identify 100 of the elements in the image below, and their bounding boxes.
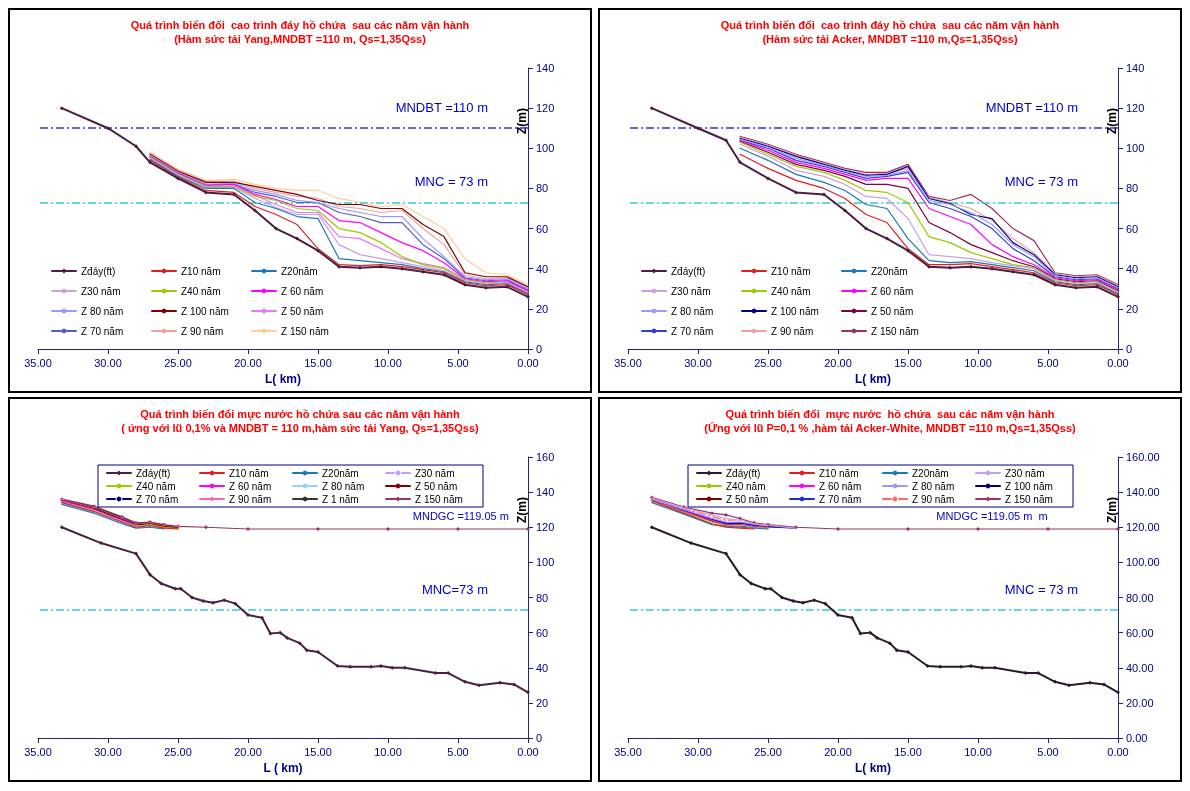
legend-label: Z20năm: [912, 467, 949, 479]
legend-label: Z 80 năm: [81, 305, 124, 317]
legend-label: Z 80 năm: [912, 480, 955, 492]
y-axis-title: Z(m): [515, 497, 529, 523]
legend-label: Z 60 năm: [871, 285, 914, 297]
x-tick-label: 20.00: [234, 745, 262, 758]
x-tick-label: 30.00: [684, 745, 712, 758]
y-tick-label: 120.00: [1126, 521, 1160, 534]
x-tick-label: 0.00: [1107, 745, 1129, 758]
y-tick-label: 120: [1126, 102, 1145, 115]
ref-line-label: MNDBT =110 m: [395, 100, 488, 116]
chart-title: Quá trình biến đổi mực nước hồ chứa sau các năm vận hành: [140, 407, 461, 421]
y-tick-label: 20.00: [1126, 696, 1154, 709]
ref-line-label: MNDBT =110 m: [985, 100, 1078, 116]
chart-title: Quá trình biến đổi mực nước hồ chứa sau các năm vận hành: [725, 407, 1055, 421]
legend-label: Z 90 năm: [912, 493, 955, 505]
y-tick-label: 80: [536, 182, 549, 195]
y-tick-label: 40: [536, 262, 549, 275]
x-tick-label: 0.00: [1107, 356, 1129, 369]
x-tick-label: 15.00: [304, 356, 332, 369]
annotation: MNDGC =119.05 m m: [936, 510, 1048, 523]
legend-label: Z 1 năm: [322, 493, 359, 505]
y-tick-label: 100: [536, 556, 555, 569]
legend-label: Z40 năm: [726, 480, 766, 492]
y-tick-label: 140: [1126, 62, 1145, 74]
legend-label: Z 50 năm: [726, 493, 769, 505]
legend-label: Z30 năm: [81, 285, 121, 297]
legend-label: Z20năm: [871, 265, 908, 277]
x-tick-label: 35.00: [24, 356, 52, 369]
legend-label: Z 150 năm: [281, 325, 329, 337]
x-tick-label: 30.00: [684, 356, 712, 369]
legend-label: Z30 năm: [1005, 467, 1045, 479]
x-tick-label: 20.00: [824, 745, 852, 758]
legend-label: Z 80 năm: [322, 480, 365, 492]
legend-label: Z 60 năm: [281, 285, 324, 297]
x-tick-label: 20.00: [234, 356, 262, 369]
y-tick-label: 140: [536, 486, 555, 499]
y-tick-label: 20: [536, 302, 549, 315]
y-tick-label: 0: [536, 343, 543, 355]
ref-line-label: MNC = 73 m: [1004, 581, 1078, 597]
legend-label: Z 150 năm: [1005, 493, 1053, 505]
y-tick-label: 100: [1126, 142, 1145, 155]
legend-label: Z10 năm: [181, 265, 221, 277]
chart-title: Quá trình biến đổi cao trình đáy hồ chứa sau các năm vận hành: [130, 18, 470, 32]
y-tick-label: 160.00: [1126, 451, 1160, 463]
legend-label: Z 100 năm: [1005, 480, 1053, 492]
x-tick-label: 35.00: [614, 745, 642, 758]
y-tick-label: 20: [1126, 302, 1139, 315]
y-tick-label: 60: [1126, 222, 1139, 235]
ref-line-label: MNC = 73 m: [414, 174, 488, 190]
legend-label: Z 60 năm: [819, 480, 862, 492]
legend-label: Z20năm: [322, 467, 359, 479]
x-tick-label: 25.00: [164, 745, 192, 758]
legend-label: Z 50 năm: [415, 480, 458, 492]
x-axis-title: L( km): [855, 760, 891, 775]
x-tick-label: 30.00: [94, 745, 122, 758]
x-tick-label: 10.00: [964, 745, 992, 758]
ref-line-label: MNC = 73 m: [1004, 174, 1078, 190]
x-axis-title: L( km): [265, 371, 301, 386]
legend-label: Z 90 năm: [771, 325, 814, 337]
chart-subtitle: (Hàm sức tải Yang,MNDBT =110 m, Qs=1,35Qss): [174, 32, 427, 45]
x-tick-label: 35.00: [614, 356, 642, 369]
legend-label: Zđáy(ft): [726, 467, 761, 479]
legend-label: Z20năm: [281, 265, 318, 277]
x-tick-label: 25.00: [164, 356, 192, 369]
y-axis-title: Z(m): [1105, 497, 1119, 523]
y-axis-title: Z(m): [1105, 108, 1119, 134]
x-tick-label: 10.00: [374, 745, 402, 758]
x-tick-label: 25.00: [754, 745, 782, 758]
legend-label: Z 90 năm: [229, 493, 272, 505]
chart-title: Quá trình biến đổi cao trình đáy hồ chứa sau các năm vận hành: [720, 18, 1060, 32]
legend-label: Z 70 năm: [81, 325, 124, 337]
legend-label: Z10 năm: [771, 265, 811, 277]
y-tick-label: 120: [536, 102, 555, 115]
legend-label: Z 70 năm: [819, 493, 862, 505]
chart-subtitle: (Ứng với lũ P=0,1 % ,hàm tải Acker-White, MNDBT =110 m,Qs=1,35Qss): [704, 421, 1077, 434]
y-tick-label: 160: [536, 451, 555, 463]
y-tick-label: 20: [536, 696, 549, 709]
x-tick-label: 10.00: [374, 356, 402, 369]
x-tick-label: 35.00: [24, 745, 52, 758]
x-axis-title: L ( km): [263, 760, 303, 775]
annotation: MNDGC =119.05 m: [412, 510, 509, 523]
legend-label: Zđáy(ft): [81, 265, 116, 277]
y-tick-label: 80.00: [1126, 591, 1154, 604]
y-tick-label: 0.00: [1126, 732, 1148, 744]
y-tick-label: 100.00: [1126, 556, 1160, 569]
legend-label: Z 90 năm: [181, 325, 224, 337]
chart-subtitle: ( ứng với lũ 0,1% và MNDBT = 110 m,hàm sức tải Yang, Qs=1,35Qss): [121, 421, 480, 434]
y-tick-label: 80: [1126, 182, 1139, 195]
x-tick-label: 5.00: [447, 745, 469, 758]
x-tick-label: 25.00: [754, 356, 782, 369]
legend-label: Z30 năm: [671, 285, 711, 297]
x-axis-title: L( km): [855, 371, 891, 386]
x-tick-label: 20.00: [824, 356, 852, 369]
y-tick-label: 140: [536, 62, 555, 74]
legend-label: Z 50 năm: [281, 305, 324, 317]
x-tick-label: 5.00: [447, 356, 469, 369]
y-axis-title: Z(m): [515, 108, 529, 134]
legend-label: Z 50 năm: [871, 305, 914, 317]
x-tick-label: 5.00: [1037, 356, 1059, 369]
